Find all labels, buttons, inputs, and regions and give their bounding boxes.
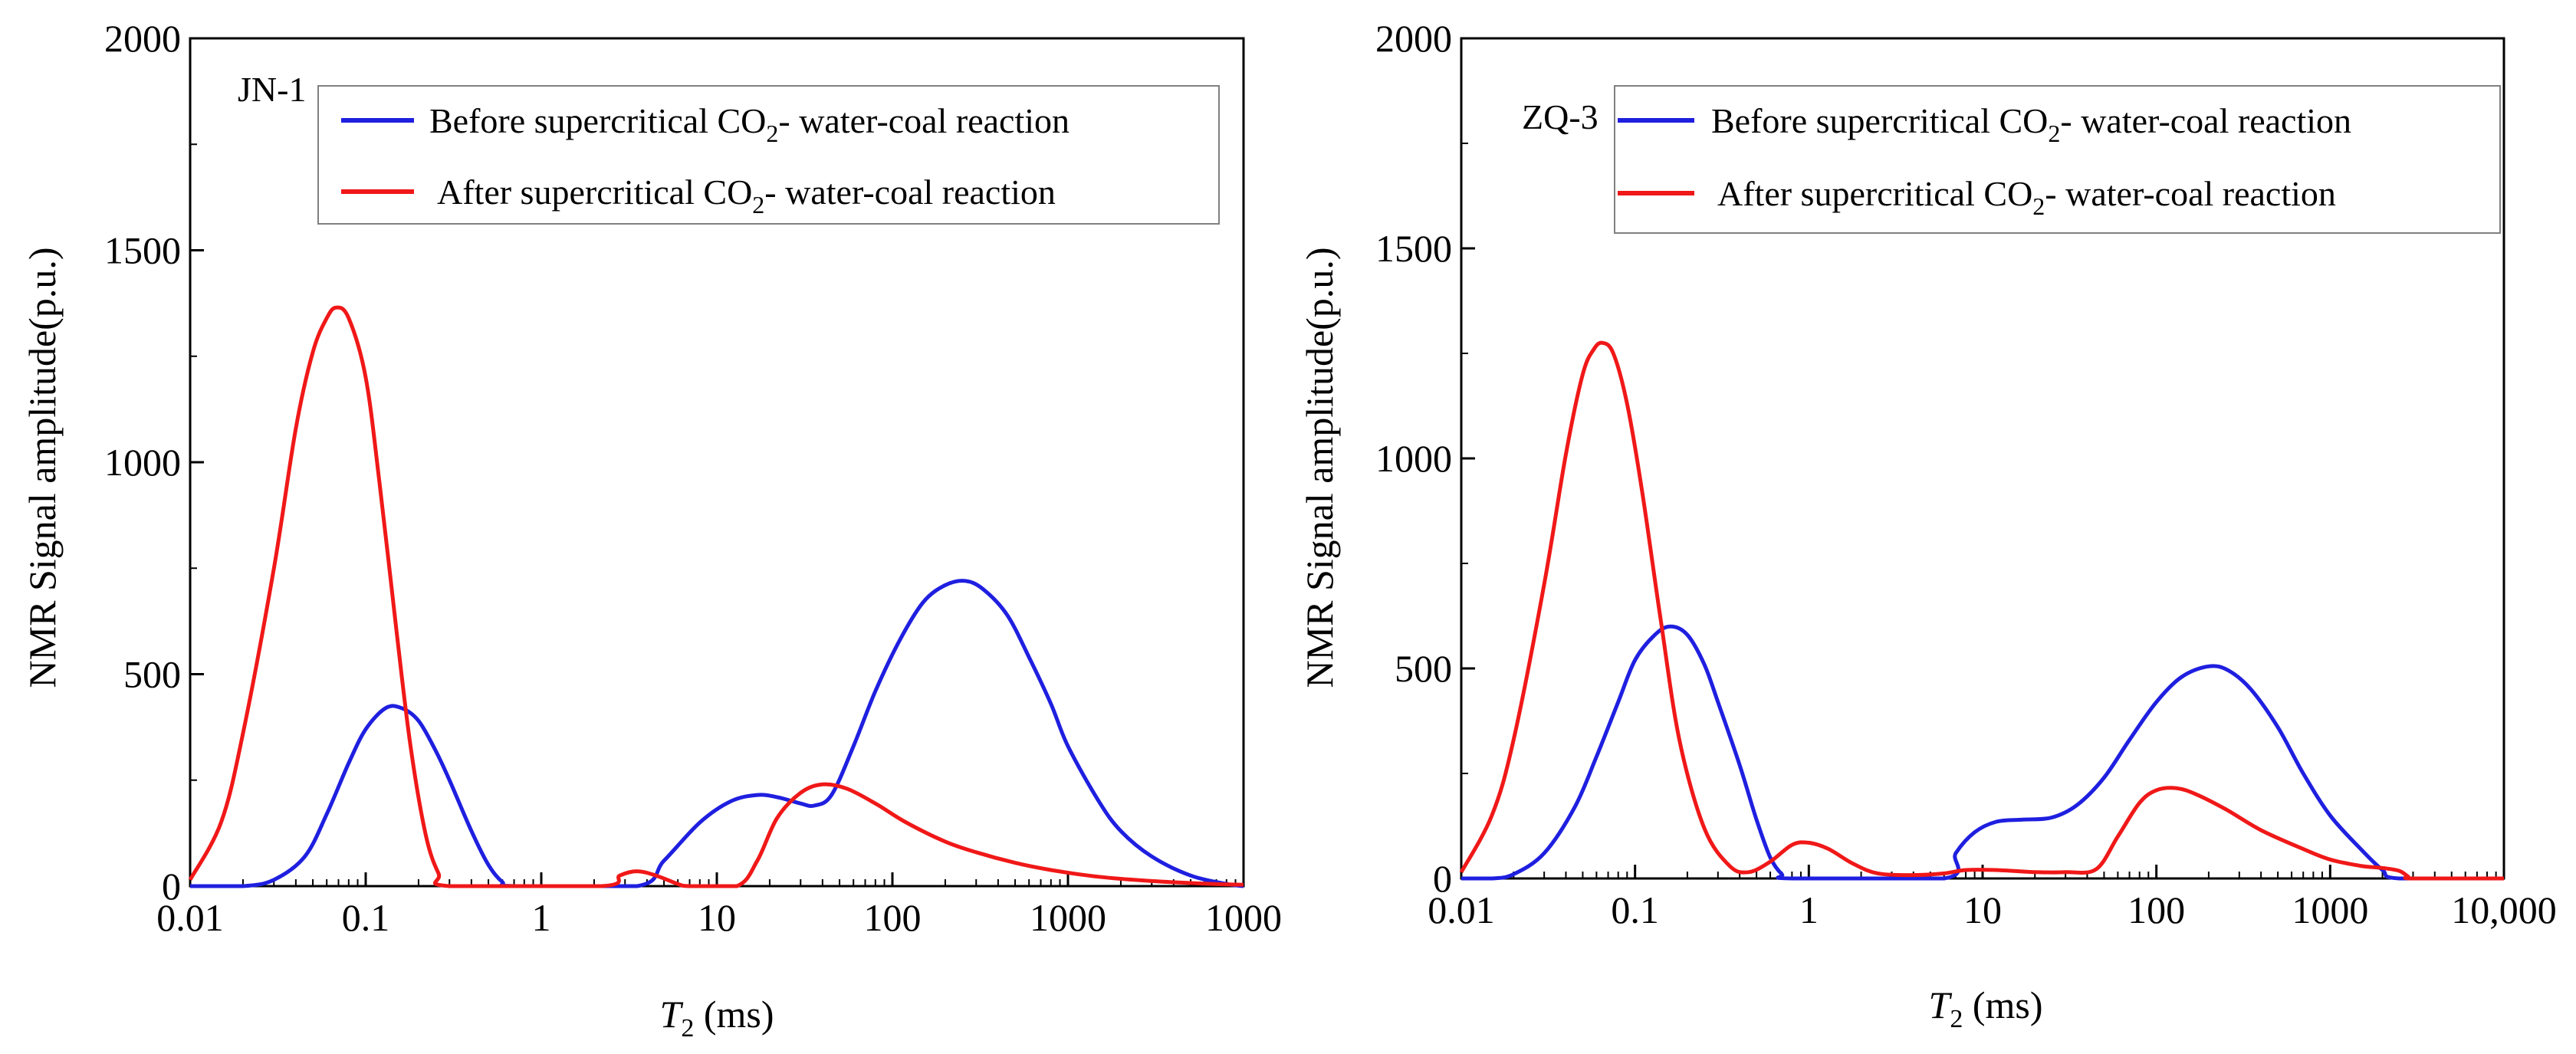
axis-ticks: 0.01 0.1 1 10 100 1000 1000 0 500 1000 1500 2000 bbox=[104, 17, 1282, 939]
x-tick-label: 10,000 bbox=[2451, 888, 2557, 931]
legend-text-after: After supercritical CO2- water-coal reac… bbox=[437, 172, 1056, 218]
legend: Before supercritical CO2- water-coal rea… bbox=[1614, 85, 2501, 234]
x-axis-title: T2 (ms) bbox=[1929, 983, 2043, 1033]
y-tick-label: 2000 bbox=[1375, 17, 1452, 60]
x-tick-label: 100 bbox=[2128, 888, 2185, 931]
x-tick-label: 1 bbox=[1799, 888, 1819, 931]
legend-before-tail: - water-coal reaction bbox=[778, 101, 1070, 140]
legend-after-sub: 2 bbox=[2032, 192, 2045, 220]
y-tick-label: 1000 bbox=[1375, 437, 1452, 480]
x-axis-title-sub: 2 bbox=[681, 1014, 694, 1043]
y-tick-label: 0 bbox=[1433, 857, 1452, 900]
x-tick-label: 0.01 bbox=[1428, 888, 1495, 931]
y-tick-label: 1500 bbox=[104, 229, 181, 272]
legend-after-tail: - water-coal reaction bbox=[2045, 174, 2336, 213]
legend-after-tail: - water-coal reaction bbox=[764, 172, 1056, 212]
x-axis-title-unit: (ms) bbox=[1963, 983, 2042, 1026]
x-axis-title-sub: 2 bbox=[1950, 1005, 1963, 1033]
y-tick-label: 1000 bbox=[104, 441, 181, 484]
legend-text-before: Before supercritical CO2- water-coal rea… bbox=[1711, 101, 2351, 147]
legend-before-sub: 2 bbox=[766, 120, 778, 147]
x-tick-label: 0.01 bbox=[156, 896, 224, 939]
series-line-after bbox=[188, 305, 1244, 888]
series-line-after bbox=[1459, 340, 2504, 881]
x-tick-label: 1000 bbox=[2292, 888, 2368, 931]
series-line-before bbox=[190, 579, 1244, 888]
legend-box bbox=[1614, 85, 2501, 234]
x-axis-title-main: T bbox=[660, 993, 684, 1036]
x-tick-label: 1000 bbox=[1205, 896, 1282, 939]
x-tick-label: 100 bbox=[864, 896, 922, 939]
x-axis-title-unit: (ms) bbox=[694, 993, 774, 1036]
series-layer bbox=[188, 305, 1244, 888]
x-tick-label: 0.1 bbox=[342, 896, 390, 939]
legend-after-name: After supercritical CO bbox=[437, 172, 752, 212]
x-tick-label: 10 bbox=[1963, 888, 2002, 931]
legend-text-after: After supercritical CO2- water-coal reac… bbox=[1717, 174, 2336, 220]
y-tick-label: 500 bbox=[123, 653, 181, 696]
x-axis-title-main: T bbox=[1929, 983, 1953, 1026]
axis-ticks: 0.01 0.1 1 10 100 1000 10,000 0 500 1000 1500 2000 bbox=[1375, 17, 2557, 931]
x-tick-label: 10 bbox=[698, 896, 736, 939]
series-line-before bbox=[1460, 624, 2504, 881]
y-axis-title: NMR Signal amplitude(p.u.) bbox=[21, 248, 64, 688]
panel-label: JN-1 bbox=[238, 70, 306, 109]
panel-label: ZQ-3 bbox=[1522, 97, 1598, 136]
y-tick-label: 500 bbox=[1395, 647, 1452, 690]
legend-before-tail: - water-coal reaction bbox=[2060, 101, 2351, 140]
legend-after-sub: 2 bbox=[752, 191, 764, 218]
chart-panel-jn1: 0.01 0.1 1 10 100 1000 1000 0 500 1000 1500 2000 JN… bbox=[21, 17, 1282, 1043]
legend-after-name: After supercritical CO bbox=[1717, 174, 2032, 213]
chart-panel-zq3: 0.01 0.1 1 10 100 1000 10,0000500100015002000 … bbox=[1298, 17, 2557, 1033]
legend-before-name: Before supercritical CO bbox=[1711, 101, 2048, 140]
y-tick-label: 2000 bbox=[104, 17, 181, 60]
x-tick-label: 1000 bbox=[1030, 896, 1106, 939]
x-tick-label: 0.1 bbox=[1611, 888, 1659, 931]
legend-box bbox=[317, 85, 1220, 225]
y-axis-title: NMR Signal amplitude(p.u.) bbox=[1298, 248, 1341, 688]
series-layer bbox=[1459, 340, 2504, 881]
x-tick-label: 1 bbox=[532, 896, 551, 939]
x-axis-title: T2 (ms) bbox=[660, 993, 774, 1043]
legend-before-name: Before supercritical CO bbox=[429, 101, 766, 140]
legend-text-before: Before supercritical CO2- water-coal rea… bbox=[429, 101, 1070, 147]
legend: Before supercritical CO2- water-coal rea… bbox=[317, 85, 1220, 225]
legend-before-sub: 2 bbox=[2048, 120, 2060, 147]
y-tick-label: 0 bbox=[162, 865, 181, 908]
y-tick-label: 1500 bbox=[1375, 227, 1452, 270]
